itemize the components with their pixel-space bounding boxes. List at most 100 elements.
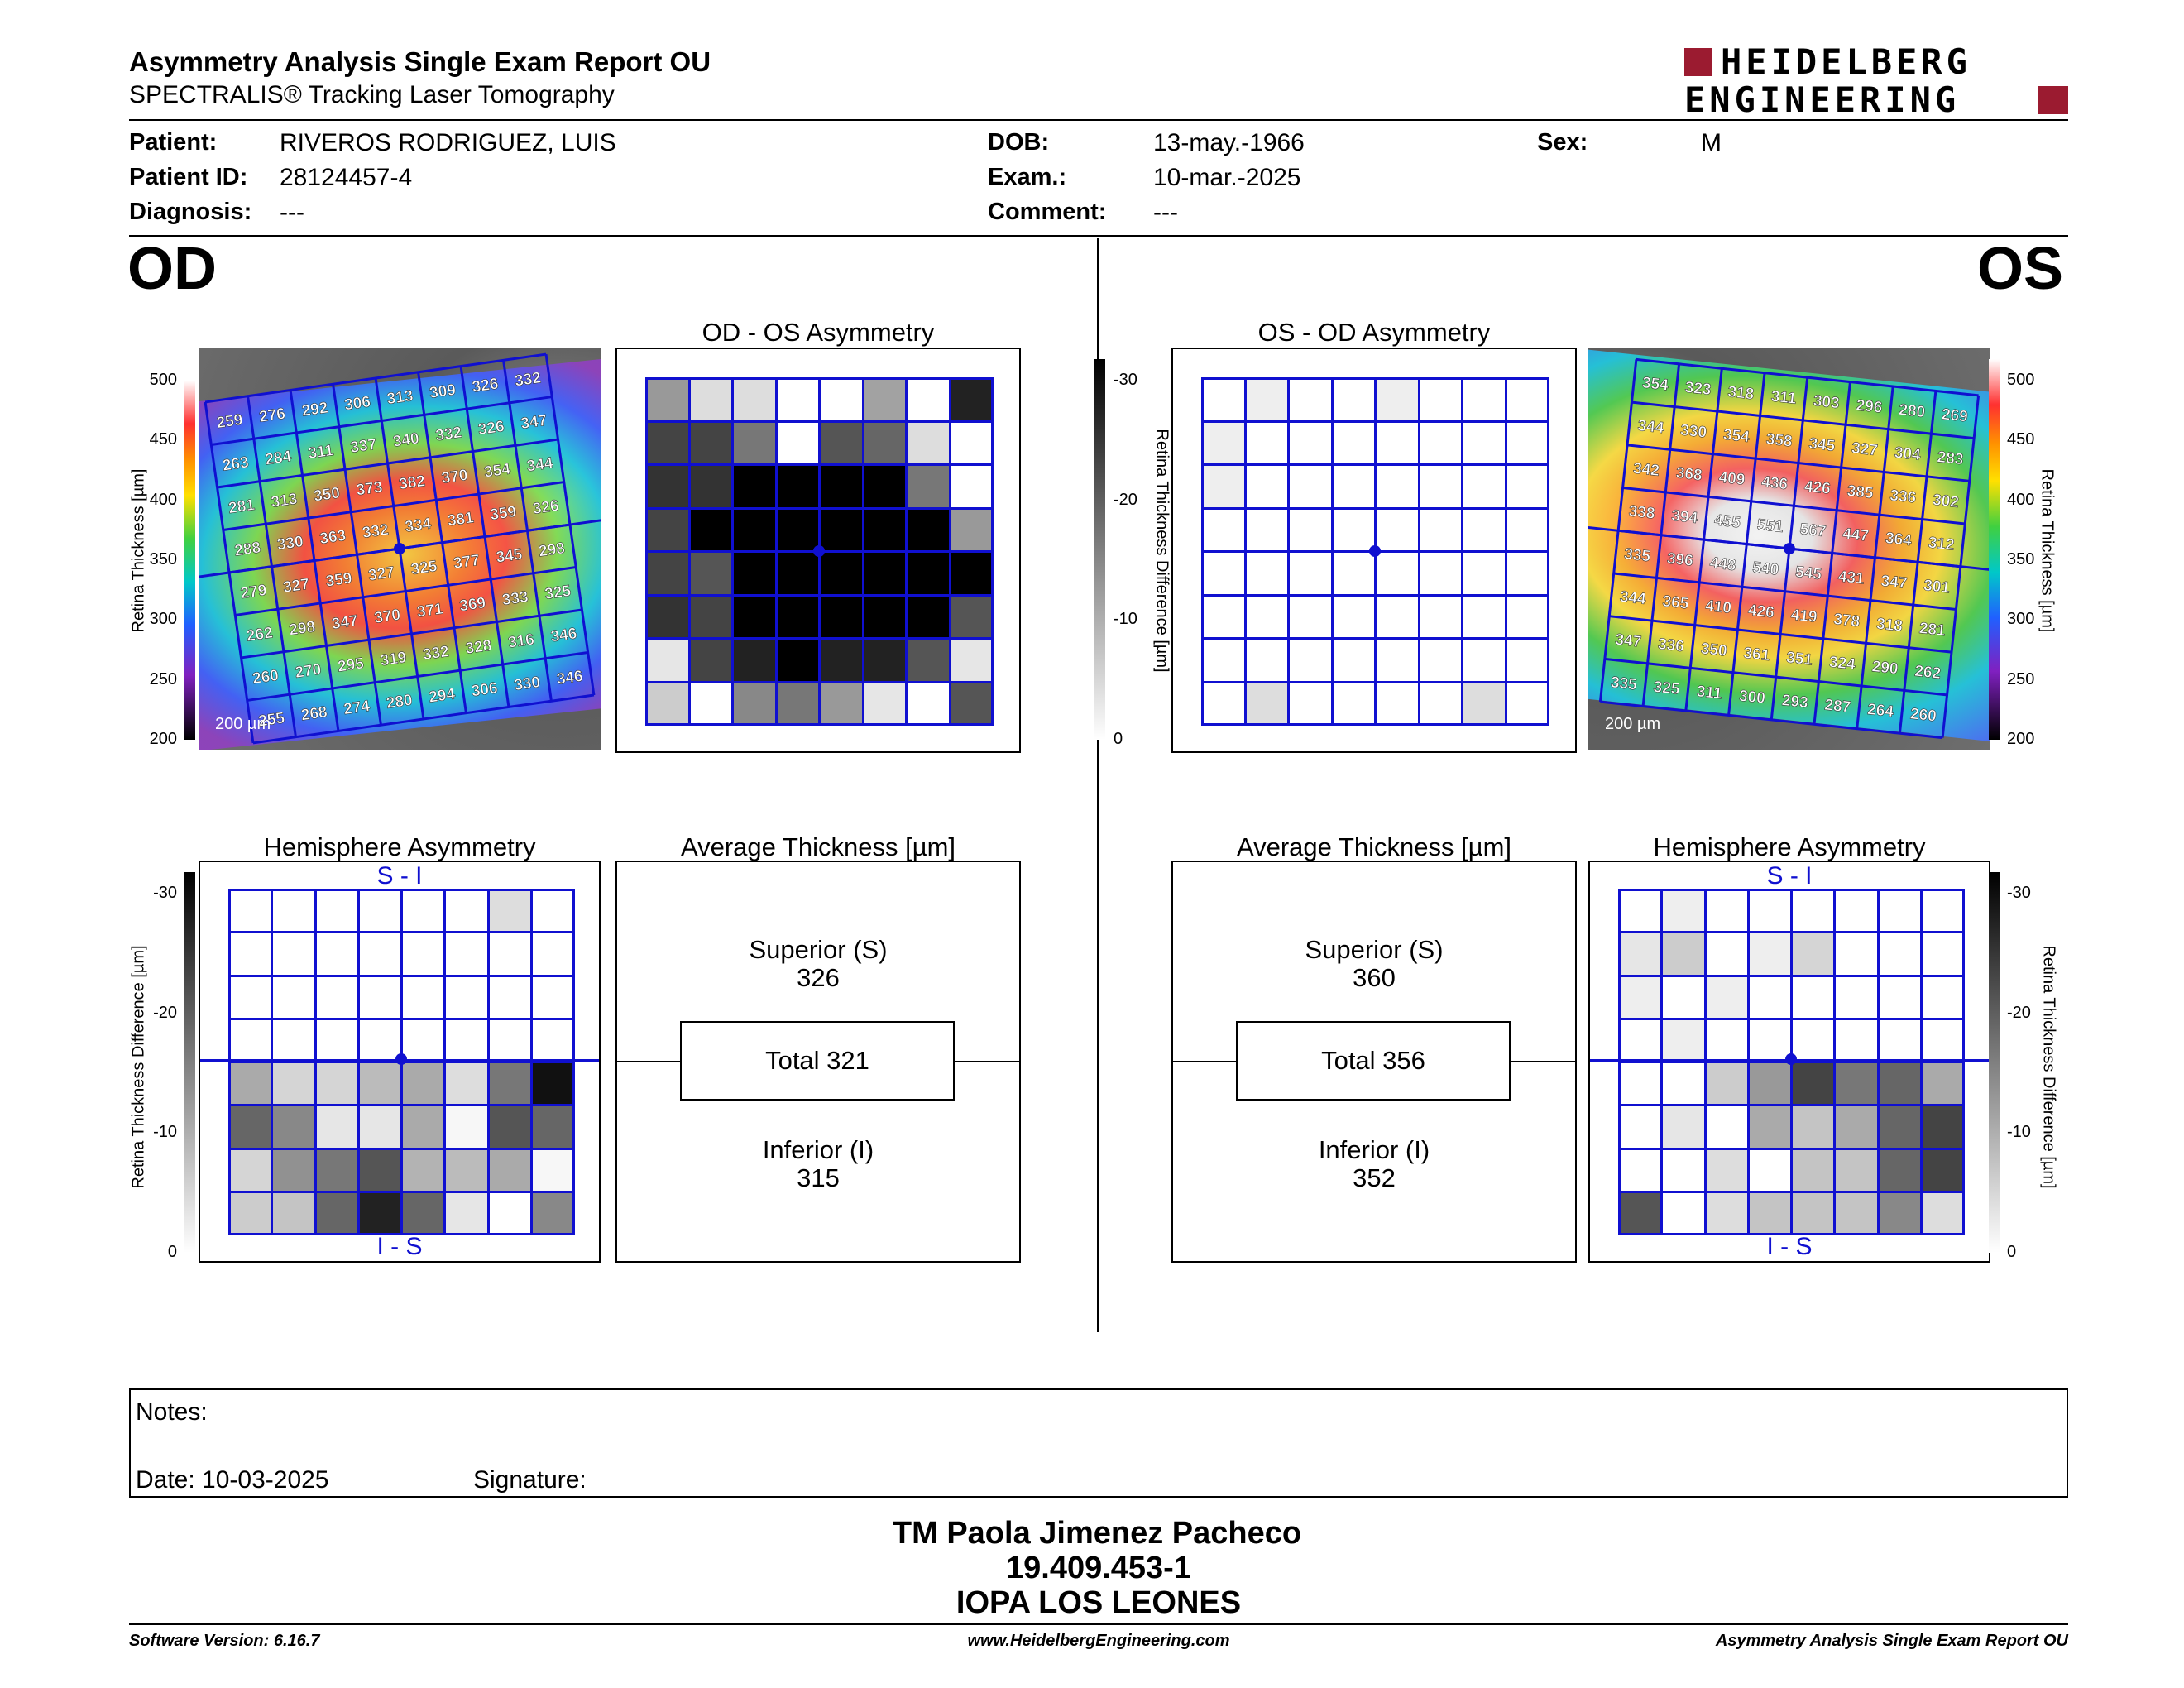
grid-cell [1834, 1062, 1879, 1106]
scale-tick-label: -30 [1114, 371, 1138, 389]
thickness-value: 344 [525, 454, 554, 475]
grid-cell [314, 1105, 359, 1149]
thickness-value: 370 [373, 607, 401, 627]
thickness-value: 363 [318, 527, 347, 548]
os-od-asymmetry-title: OS - OD Asymmetry [1257, 318, 1491, 347]
od-hemisphere-grid [228, 889, 575, 1235]
grid-line [252, 693, 595, 745]
thickness-value: 354 [1722, 426, 1751, 446]
thickness-value: 268 [300, 703, 328, 724]
grid-cell [1834, 932, 1879, 976]
grid-cell [1244, 420, 1289, 465]
comment-label: Comment: [988, 199, 1107, 225]
sex-label: Sex: [1537, 129, 1588, 156]
software-version: Software Version: 6.16.7 [129, 1632, 320, 1650]
os-hemi-top-label: S - I [1766, 862, 1813, 890]
grid-cell [1661, 1105, 1706, 1149]
notes-label: Notes: [136, 1398, 208, 1426]
thickness-value: 371 [416, 600, 445, 621]
heidelberg-logo: HEIDELBERG ENGINEERING [1684, 41, 2068, 120]
thickness-value: 274 [342, 698, 371, 718]
grid-cell [487, 1018, 532, 1062]
thickness-value: 381 [447, 509, 476, 530]
scale-tick-label: 350 [2007, 550, 2035, 568]
thickness-value: 276 [258, 405, 286, 426]
thickness-value: 336 [1657, 635, 1685, 655]
thickness-value: 365 [1662, 592, 1690, 612]
grid-cell [819, 594, 864, 639]
thickness-value: 346 [549, 625, 577, 645]
os-hemi-axis-label: Retina Thickness Difference [µm] [2039, 945, 2058, 1189]
od-average-panel: Superior (S) 326 Total 321 Inferior (I) … [615, 861, 1021, 1263]
grid-line [1604, 657, 1947, 697]
thickness-value: 325 [1653, 679, 1681, 698]
notes-box: Notes: Date: 10-03-2025 Signature: [129, 1388, 2068, 1498]
grid-cell [314, 1018, 359, 1062]
thickness-value: 447 [1842, 525, 1870, 545]
grid-cell [487, 975, 532, 1019]
od-inferior-value: 315 [797, 1163, 840, 1192]
thickness-value: 311 [1696, 683, 1723, 703]
od-average-title: Average Thickness [µm] [680, 832, 956, 861]
thickness-value: 358 [1765, 430, 1794, 450]
grid-cell [1877, 1105, 1922, 1149]
footer-report-name: Asymmetry Analysis Single Exam Report OU [1715, 1632, 2068, 1650]
grid-cell [401, 889, 446, 933]
grid-cell [1834, 975, 1879, 1019]
thickness-value: 436 [1760, 473, 1789, 493]
grid-cell [357, 975, 402, 1019]
signature-label: Signature: [473, 1466, 587, 1494]
thickness-value: 336 [1889, 487, 1917, 506]
thickness-value: 327 [367, 563, 395, 584]
thickness-value: 304 [1894, 444, 1922, 464]
grid-cell [357, 1062, 402, 1106]
grid-cell [487, 1062, 532, 1106]
grid-cell [1920, 975, 1965, 1019]
os-average-title: Average Thickness [µm] [1236, 832, 1512, 861]
grid-cell [1747, 932, 1792, 976]
thickness-value: 312 [1928, 535, 1956, 554]
os-inferior-value: 352 [1353, 1163, 1396, 1192]
os-thickness-colorbar [1989, 359, 2000, 740]
logo-square-top [1684, 48, 1712, 76]
fovea-center-dot [813, 545, 825, 557]
thickness-value: 419 [1790, 607, 1818, 626]
thickness-value: 323 [1684, 379, 1712, 399]
thickness-value: 270 [294, 661, 322, 682]
thickness-value: 354 [1641, 374, 1669, 394]
grid-cell [1747, 1148, 1792, 1192]
patient-label: Patient: [129, 129, 218, 156]
grid-cell [862, 420, 907, 465]
grid-cell [1791, 975, 1836, 1019]
grid-cell [1505, 464, 1549, 509]
fovea-center-dot [1784, 543, 1795, 554]
od-thickness-grid: 259 276 292 306 313 309 326 332 263 284 311 337 340 3… [199, 352, 601, 745]
thickness-value: 345 [1808, 435, 1836, 455]
od-fundus-image: 259 276 292 306 313 309 326 332 263 284 311 337 340 3… [199, 348, 601, 750]
thickness-value: 344 [1637, 417, 1665, 437]
os-hemisphere-grid [1618, 889, 1965, 1235]
thickness-value: 351 [1785, 649, 1813, 669]
grid-cell [906, 464, 951, 509]
thickness-value: 332 [514, 369, 542, 390]
thickness-value: 377 [453, 552, 481, 573]
grid-cell [1877, 1191, 1922, 1235]
os-thickness-axis-label: Retina Thickness [µm] [2038, 468, 2057, 633]
thickness-value: 255 [257, 709, 286, 730]
thickness-value: 369 [458, 594, 486, 615]
scale-tick-label: 300 [2007, 610, 2035, 629]
os-thickness-grid: 354 323 318 311 303 296 280 269 344 330 354 358 345 3… [1588, 357, 1990, 740]
thickness-value: 333 [501, 588, 529, 609]
thickness-value: 283 [1937, 448, 1965, 468]
grid-cell [1704, 1105, 1749, 1149]
grid-cell [1661, 1191, 1706, 1235]
thickness-value: 306 [471, 679, 499, 700]
grid-cell [314, 1148, 359, 1192]
grid-cell [1661, 932, 1706, 976]
grid-cell [1661, 975, 1706, 1019]
os-od-asymmetry-grid [1201, 377, 1549, 726]
thickness-value: 368 [1675, 464, 1703, 484]
thickness-value: 426 [1803, 478, 1832, 498]
grid-cell [1791, 1105, 1836, 1149]
thickness-value: 332 [422, 643, 450, 664]
